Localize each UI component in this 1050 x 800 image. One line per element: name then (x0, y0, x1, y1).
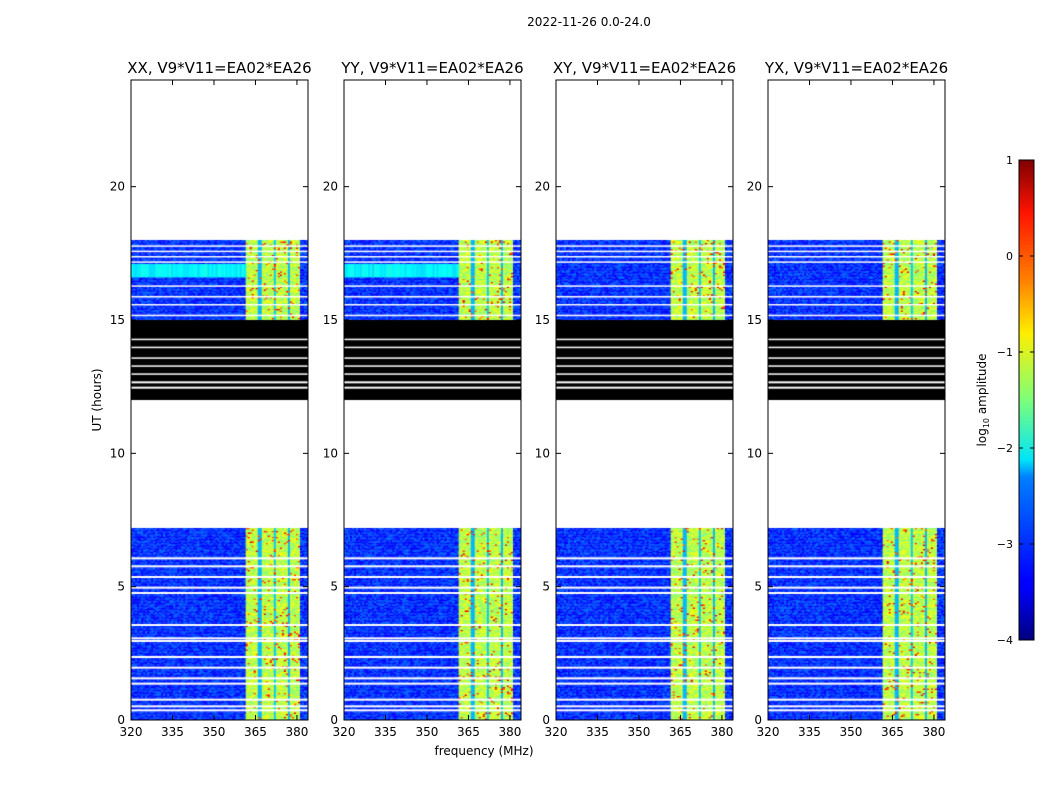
panel-yx: YX, V9*V11=EA02*EA26 0 5 10 15 20 320 335 350 365… (747, 59, 948, 739)
heatmap-canvas (556, 80, 733, 720)
y-tick-label: 0 (754, 713, 762, 727)
y-tick-label: 20 (110, 180, 125, 194)
y-tick-label: 20 (323, 180, 338, 194)
x-axis-label: frequency (MHz) (434, 744, 533, 758)
y-tick-label: 0 (330, 713, 338, 727)
panel-frame (767, 79, 946, 721)
x-tick-label: 335 (161, 725, 184, 739)
x-tick-label: 365 (244, 725, 267, 739)
x-tick-label: 320 (757, 725, 780, 739)
x-tick-label: 335 (374, 725, 397, 739)
x-tick-label: 365 (669, 725, 692, 739)
colorbar-label-log: log (975, 428, 989, 446)
heatmap-xy (556, 80, 733, 720)
y-tick-label: 5 (542, 580, 550, 594)
y-tick-label: 10 (110, 446, 125, 460)
panels: XX, V9*V11=EA02*EA26 0 5 10 15 20 320 335 350 365… (110, 59, 948, 739)
y-tick-label: 5 (754, 580, 762, 594)
panel-yy: YY, V9*V11=EA02*EA26 0 5 10 15 20 320 335 350 365… (323, 59, 524, 739)
heatmap-canvas (768, 80, 945, 720)
y-tick-label: 10 (535, 446, 550, 460)
suptitle: 2022-11-26 0.0-24.0 (527, 15, 651, 29)
panel-frame (555, 79, 734, 721)
colorbar-label-sub: 10 (982, 418, 991, 428)
panel-frame (130, 79, 309, 721)
heatmap-xx (131, 80, 308, 720)
x-tick-label: 380 (498, 725, 521, 739)
panel-title: YY, V9*V11=EA02*EA26 (340, 59, 523, 77)
y-axis-label: UT (hours) (90, 368, 104, 431)
colorbar-label-rest: amplitude (975, 354, 989, 418)
x-tick-label: 335 (798, 725, 821, 739)
x-tick-label: 365 (881, 725, 904, 739)
colorbar-tick-label: −1 (997, 346, 1013, 359)
x-tick-label: 350 (628, 725, 651, 739)
colorbar-tick-label: −2 (997, 442, 1013, 455)
y-tick-label: 0 (542, 713, 550, 727)
panel-title: XX, V9*V11=EA02*EA26 (127, 59, 311, 77)
colorbar-label: log10 amplitude (975, 354, 991, 447)
y-tick-label: 15 (110, 313, 125, 327)
x-tick-label: 380 (285, 725, 308, 739)
heatmap-canvas (344, 80, 521, 720)
y-tick-label: 0 (117, 713, 125, 727)
colorbar-tick-label: −4 (997, 634, 1013, 647)
y-tick-label: 5 (330, 580, 338, 594)
colorbar-tick-label: 1 (1006, 154, 1013, 167)
panel-xx: XX, V9*V11=EA02*EA26 0 5 10 15 20 320 335 350 365… (110, 59, 312, 739)
x-tick-label: 350 (203, 725, 226, 739)
panel-title: XY, V9*V11=EA02*EA26 (553, 59, 736, 77)
x-tick-label: 320 (333, 725, 356, 739)
heatmap-yy (344, 80, 521, 720)
panel-xy: XY, V9*V11=EA02*EA26 0 5 10 15 20 320 335 350 365… (535, 59, 736, 739)
colorbar: 10−1−2−3−4 log10 amplitude (975, 154, 1035, 647)
y-tick-label: 15 (323, 313, 338, 327)
x-tick-label: 350 (416, 725, 439, 739)
x-tick-label: 380 (922, 725, 945, 739)
y-tick-label: 10 (323, 446, 338, 460)
x-tick-label: 350 (840, 725, 863, 739)
y-tick-label: 10 (747, 446, 762, 460)
x-tick-label: 365 (457, 725, 480, 739)
colorbar-tick-label: −3 (997, 538, 1013, 551)
panel-frame (343, 79, 522, 721)
x-tick-label: 380 (710, 725, 733, 739)
colorbar-tick-label: 0 (1006, 250, 1013, 263)
y-tick-label: 20 (535, 180, 550, 194)
colorbar-gradient (1018, 159, 1035, 641)
x-tick-label: 320 (120, 725, 143, 739)
heatmap-canvas (131, 80, 308, 720)
y-tick-label: 20 (747, 180, 762, 194)
heatmap-yx (768, 80, 945, 720)
y-tick-label: 15 (535, 313, 550, 327)
panel-title: YX, V9*V11=EA02*EA26 (764, 59, 948, 77)
colorbar-ticks: 1 0 −1 −2 −3 −4 (997, 154, 1034, 647)
y-tick-label: 5 (117, 580, 125, 594)
y-tick-label: 15 (747, 313, 762, 327)
x-tick-label: 320 (545, 725, 568, 739)
x-tick-label: 335 (586, 725, 609, 739)
